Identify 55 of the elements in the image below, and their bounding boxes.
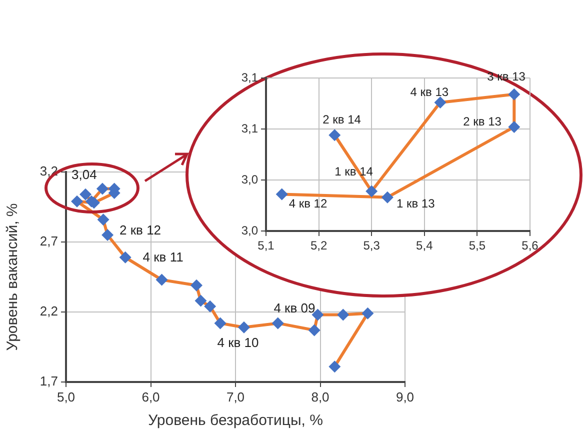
annotation: 2 кв 14 xyxy=(322,112,362,126)
point xyxy=(362,307,374,320)
point xyxy=(328,360,341,373)
point xyxy=(190,279,203,292)
point xyxy=(337,308,350,321)
point xyxy=(119,251,132,264)
point xyxy=(71,195,84,208)
annotation: 1 кв 14 xyxy=(334,164,374,179)
x-tick-label: 5,6 xyxy=(522,238,539,253)
y-axis-title: Уровень вакансий, % xyxy=(4,203,22,351)
point xyxy=(434,96,446,108)
annotation: 4 кв 09 xyxy=(274,300,316,316)
point xyxy=(508,88,520,100)
point xyxy=(96,182,108,195)
point xyxy=(366,185,378,198)
x-tick-label: 8,0 xyxy=(311,389,330,404)
annotation: 4 кв 11 xyxy=(142,249,184,264)
annotation: 2 кв 12 xyxy=(120,222,162,238)
point xyxy=(204,300,216,312)
point xyxy=(79,188,92,200)
point xyxy=(272,317,284,330)
x-tick-label: 6,0 xyxy=(142,389,160,404)
y-tick-label: 3,1 xyxy=(241,70,258,84)
x-tick-label: 5,0 xyxy=(56,389,76,404)
y-tick-label: 2,2 xyxy=(40,304,58,319)
point xyxy=(328,129,341,142)
point xyxy=(238,321,250,334)
point xyxy=(276,188,288,200)
point xyxy=(381,191,394,204)
y-tick-label: 3,1 xyxy=(241,121,258,136)
point xyxy=(308,324,320,336)
x-tick-label: 5,3 xyxy=(363,238,380,253)
annotation: 4 кв 10 xyxy=(217,334,259,350)
point xyxy=(194,294,207,307)
annotation: 3,04 xyxy=(71,166,97,182)
y-tick-label: 3,0 xyxy=(241,223,258,238)
x-tick-label: 5,5 xyxy=(468,238,486,253)
x-tick-label: 5,2 xyxy=(310,238,328,253)
point xyxy=(97,214,110,226)
point xyxy=(214,317,226,330)
annotation: 2 кв 13 xyxy=(463,114,502,128)
y-tick-label: 1,7 xyxy=(40,374,58,389)
x-tick-label: 7,0 xyxy=(226,389,245,404)
point xyxy=(508,120,520,133)
x-axis-title: Уровень безработицы, % xyxy=(148,412,323,430)
point xyxy=(102,229,114,241)
x-tick-label: 5,1 xyxy=(258,238,275,253)
x-tick-label: 9,0 xyxy=(396,389,414,404)
x-tick-label: 5,4 xyxy=(416,238,434,253)
point xyxy=(156,274,168,286)
y-tick-label: 2,7 xyxy=(40,234,58,249)
annotation: 1 кв 13 xyxy=(396,196,436,211)
annotation: 4 кв 12 xyxy=(288,196,328,211)
annotation: 4 кв 13 xyxy=(410,84,449,99)
y-tick-label: 3,0 xyxy=(241,172,258,186)
